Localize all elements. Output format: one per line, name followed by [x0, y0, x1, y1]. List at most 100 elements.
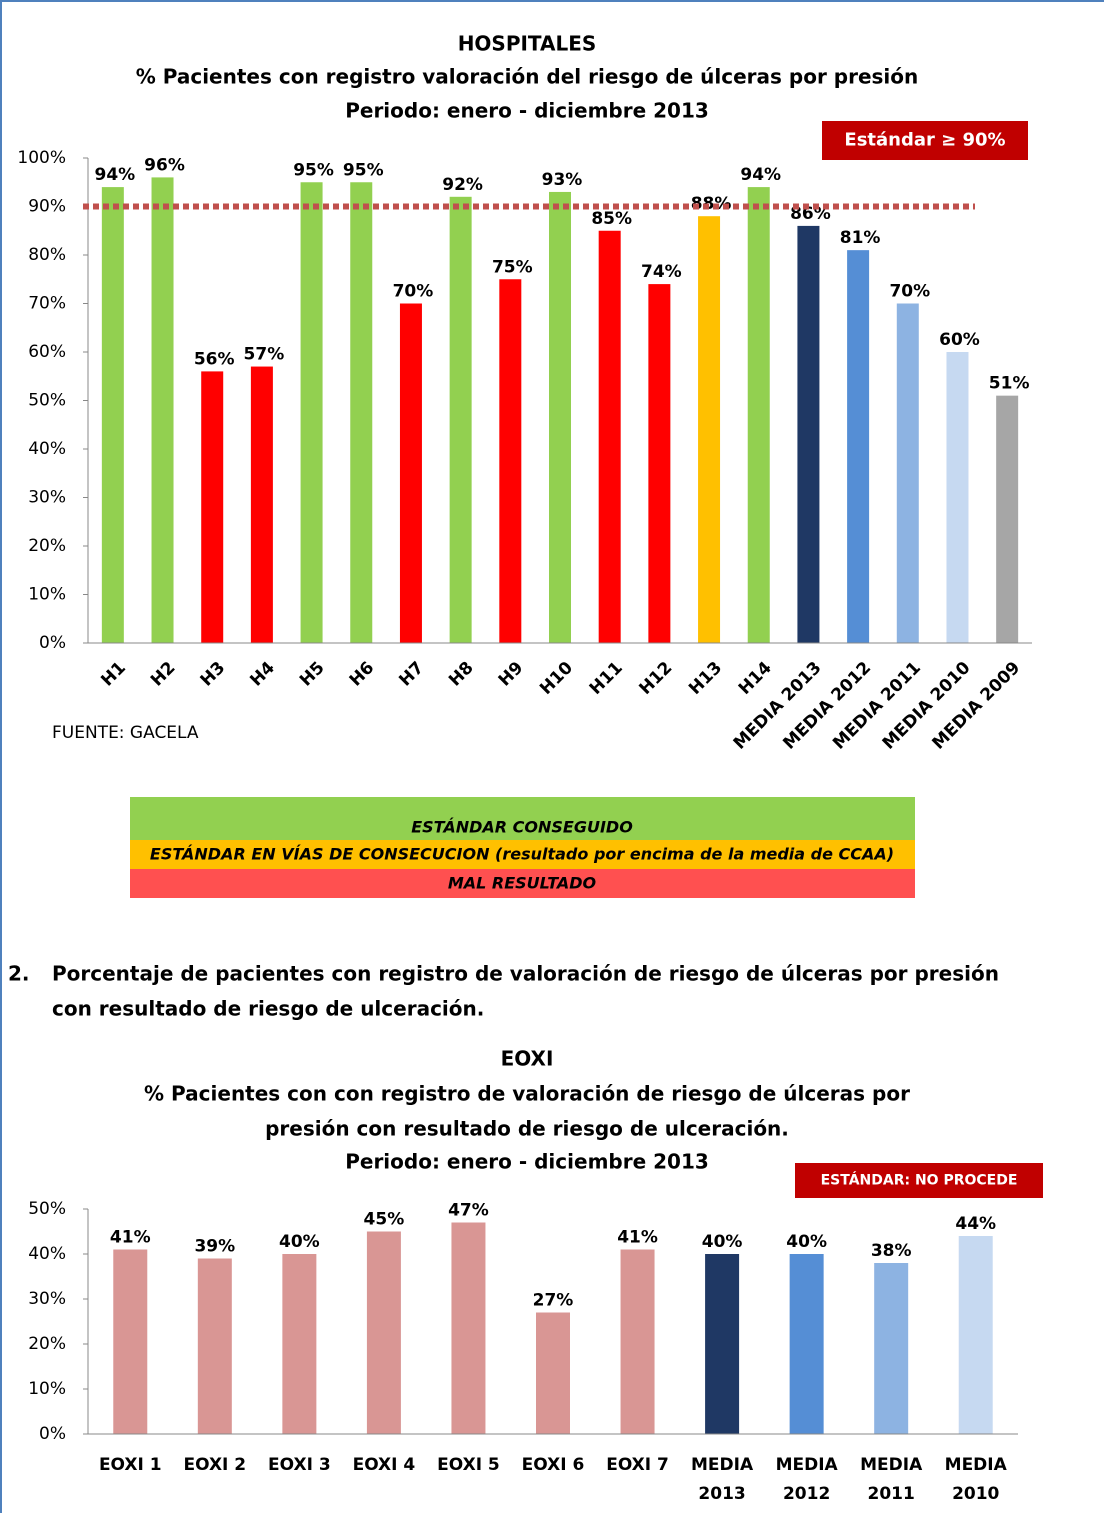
bar: [536, 1312, 570, 1434]
data-label: 88%: [691, 194, 732, 214]
x-tick-label: H1: [97, 658, 130, 691]
chart-title: Periodo: enero - diciembre 2013: [345, 99, 709, 123]
chart-title: presión con resultado de riesgo de ulcer…: [265, 1117, 789, 1141]
data-label: 44%: [955, 1214, 996, 1234]
data-label: 40%: [786, 1232, 827, 1252]
bar: [996, 395, 1019, 643]
data-label: 81%: [840, 228, 881, 248]
x-tick-label: MEDIA 2010: [945, 1455, 1008, 1504]
bar: [958, 1236, 993, 1434]
chart-title: % Pacientes con con registro de valoraci…: [144, 1082, 910, 1106]
source-note: FUENTE: GACELA: [52, 723, 199, 743]
data-label: 95%: [343, 160, 384, 180]
bar: [282, 1254, 317, 1434]
y-tick-label: 90%: [28, 197, 66, 217]
chart-title: % Pacientes con registro valoración del …: [136, 65, 919, 89]
data-label: 93%: [542, 170, 583, 190]
data-label: 27%: [533, 1291, 574, 1311]
x-tick-label: H4: [246, 658, 279, 691]
x-tick-label: H10: [536, 658, 577, 699]
x-tick-label: MEDIA 2012: [779, 658, 875, 754]
bar: [201, 371, 224, 643]
legend-text: MAL RESULTADO: [448, 874, 597, 893]
annotation: ESTÁNDAR: NO PROCEDE: [821, 1172, 1018, 1189]
chart-title: Periodo: enero - diciembre 2013: [345, 1150, 709, 1174]
bar: [350, 182, 373, 643]
x-tick-label: MEDIA 2009: [929, 658, 1025, 754]
bar: [101, 187, 124, 643]
x-tick-label: EOXI 7: [606, 1455, 669, 1475]
data-label: 56%: [194, 349, 235, 369]
bar: [366, 1231, 401, 1434]
bar: [250, 366, 273, 643]
data-label: 40%: [279, 1232, 320, 1252]
data-label: 60%: [939, 330, 980, 350]
data-label: 96%: [144, 155, 185, 175]
y-tick-label: 10%: [28, 1379, 66, 1399]
annotation: Estándar ≥ 90%: [844, 130, 1005, 151]
annotation-box: [822, 121, 1028, 160]
y-tick-label: 0%: [39, 633, 66, 653]
annotation-box: [795, 1163, 1043, 1198]
legend-text: ESTÁNDAR EN VÍAS DE CONSECUCION (resulta…: [150, 845, 894, 864]
data-label: 95%: [293, 160, 334, 180]
x-tick-label: EOXI 4: [353, 1455, 416, 1475]
x-tick-label: H11: [586, 658, 627, 699]
y-tick-label: 60%: [28, 342, 66, 362]
bar: [946, 352, 969, 643]
x-tick-label: H3: [197, 658, 230, 691]
data-label: 41%: [617, 1228, 658, 1248]
data-label: 70%: [889, 282, 930, 302]
y-tick-label: 30%: [28, 488, 66, 508]
x-tick-label: H2: [147, 658, 180, 691]
bar: [451, 1222, 486, 1434]
chart-title: HOSPITALES: [458, 32, 597, 56]
x-tick-label: MEDIA 2011: [860, 1455, 923, 1504]
y-tick-label: 100%: [17, 148, 66, 168]
data-label: 41%: [110, 1228, 151, 1248]
y-tick-label: 20%: [28, 1334, 66, 1354]
bar: [151, 177, 174, 643]
y-tick-label: 80%: [28, 245, 66, 265]
y-tick-label: 10%: [28, 585, 66, 605]
bar: [705, 1254, 740, 1434]
heading-line: Porcentaje de pacientes con registro de …: [52, 962, 999, 986]
bar: [797, 225, 820, 643]
x-tick-label: MEDIA 2012: [776, 1455, 839, 1504]
bar: [847, 250, 870, 643]
bar: [747, 187, 770, 643]
data-label: 51%: [989, 374, 1030, 394]
bar: [300, 182, 323, 643]
x-tick-label: H5: [296, 658, 329, 691]
legend-band: [130, 840, 915, 869]
legend-text: ESTÁNDAR CONSEGUIDO: [411, 818, 633, 837]
x-tick-label: EOXI 3: [268, 1455, 331, 1475]
x-tick-label: H13: [685, 658, 726, 699]
data-label: 75%: [492, 257, 533, 277]
legend-band: [130, 797, 915, 840]
x-tick-label: MEDIA 2010: [879, 658, 975, 754]
x-tick-label: H12: [636, 658, 677, 699]
data-label: 85%: [591, 209, 632, 229]
bar: [698, 216, 721, 643]
y-tick-label: 40%: [28, 1244, 66, 1264]
x-tick-label: H8: [445, 658, 478, 691]
chart-title: EOXI: [501, 1047, 554, 1071]
y-tick-label: 50%: [28, 1199, 66, 1219]
data-label: 57%: [244, 345, 285, 365]
bar: [896, 303, 919, 643]
x-tick-label: MEDIA 2013: [730, 658, 826, 754]
x-tick-label: H14: [735, 658, 776, 699]
data-label: 40%: [702, 1232, 743, 1252]
y-tick-label: 20%: [28, 536, 66, 556]
data-label: 47%: [448, 1201, 489, 1221]
x-tick-label: H7: [395, 658, 428, 691]
y-tick-label: 30%: [28, 1289, 66, 1309]
data-label: 92%: [442, 175, 483, 195]
data-label: 86%: [790, 204, 831, 224]
bar: [789, 1254, 824, 1434]
y-tick-label: 0%: [39, 1424, 66, 1444]
x-tick-label: H9: [495, 658, 528, 691]
